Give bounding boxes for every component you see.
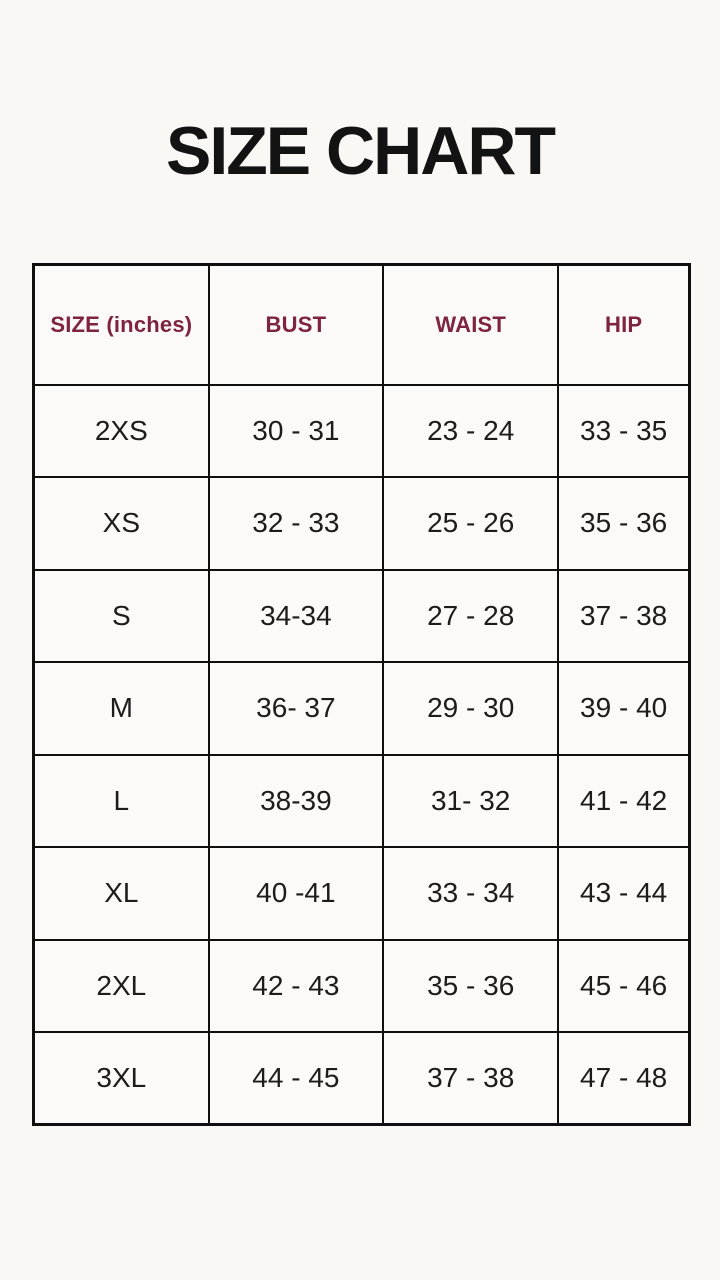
hip-value-cell: 33 - 35 [557, 383, 691, 478]
size-label-cell: XL [32, 846, 210, 941]
waist-value-cell: 35 - 36 [382, 938, 560, 1033]
hip-value-cell: 37 - 38 [557, 568, 691, 663]
bust-value-cell: 30 - 31 [207, 383, 385, 478]
waist-value-cell: 37 - 38 [382, 1031, 560, 1126]
bust-value-cell: 36- 37 [207, 661, 385, 756]
size-label-cell: S [32, 568, 210, 663]
bust-value-cell: 32 - 33 [207, 476, 385, 571]
waist-value-cell: 27 - 28 [382, 568, 560, 663]
column-header-waist: WAIST [382, 263, 560, 386]
table-row: S 34-34 27 - 28 37 - 38 [32, 568, 691, 663]
bust-value-cell: 40 -41 [207, 846, 385, 941]
waist-value-cell: 29 - 30 [382, 661, 560, 756]
header-row: SIZE (inches) BUST WAIST HIP [32, 263, 691, 386]
hip-value-cell: 45 - 46 [557, 938, 691, 1033]
table-row: L 38-39 31- 32 41 - 42 [32, 753, 691, 848]
size-chart-table: SIZE (inches) BUST WAIST HIP 2XS 30 - 31… [32, 263, 691, 1126]
size-label-cell: L [32, 753, 210, 848]
bust-value-cell: 38-39 [207, 753, 385, 848]
hip-value-cell: 41 - 42 [557, 753, 691, 848]
waist-value-cell: 25 - 26 [382, 476, 560, 571]
column-header-bust: BUST [207, 263, 385, 386]
page-title: SIZE CHART [166, 113, 556, 189]
size-label-cell: 3XL [32, 1031, 210, 1126]
size-label-cell: M [32, 661, 210, 756]
waist-value-cell: 31- 32 [382, 753, 560, 848]
table-row: XS 32 - 33 25 - 26 35 - 36 [32, 476, 691, 571]
column-header-size: SIZE (inches) [32, 263, 210, 386]
table-row: XL 40 -41 33 - 34 43 - 44 [32, 846, 691, 941]
table-row: 2XS 30 - 31 23 - 24 33 - 35 [32, 383, 691, 478]
size-label-cell: XS [32, 476, 210, 571]
hip-value-cell: 43 - 44 [557, 846, 691, 941]
hip-value-cell: 35 - 36 [557, 476, 691, 571]
bust-value-cell: 42 - 43 [207, 938, 385, 1033]
column-header-hip: HIP [557, 263, 691, 386]
hip-value-cell: 39 - 40 [557, 661, 691, 756]
bust-value-cell: 34-34 [207, 568, 385, 663]
table-row: 3XL 44 - 45 37 - 38 47 - 48 [32, 1031, 691, 1126]
table-row: 2XL 42 - 43 35 - 36 45 - 46 [32, 938, 691, 1033]
waist-value-cell: 23 - 24 [382, 383, 560, 478]
size-label-cell: 2XL [32, 938, 210, 1033]
hip-value-cell: 47 - 48 [557, 1031, 691, 1126]
size-label-cell: 2XS [32, 383, 210, 478]
bust-value-cell: 44 - 45 [207, 1031, 385, 1126]
table-row: M 36- 37 29 - 30 39 - 40 [32, 661, 691, 756]
waist-value-cell: 33 - 34 [382, 846, 560, 941]
